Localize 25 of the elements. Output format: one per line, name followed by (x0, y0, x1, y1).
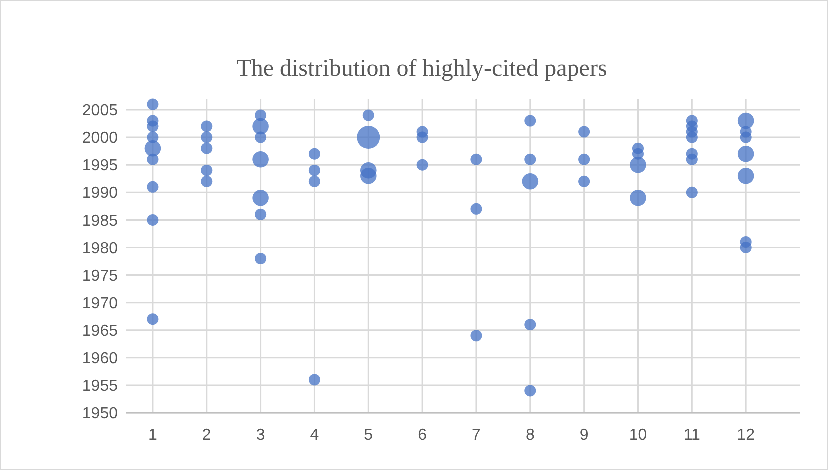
x-tick-label: 5 (364, 427, 374, 444)
y-tick-label: 2005 (82, 102, 118, 120)
x-tick-label: 7 (472, 427, 482, 444)
y-tick-label: 1965 (82, 322, 118, 340)
x-tick-label: 4 (310, 427, 320, 444)
x-tick-label: 12 (737, 427, 756, 444)
y-tick-label: 1975 (82, 268, 118, 285)
x-tick-label: 10 (629, 427, 648, 444)
x-tick-label: 9 (580, 427, 589, 444)
y-tick-label: 1980 (82, 240, 118, 258)
y-tick-label: 1995 (82, 158, 118, 175)
y-tick-label: 1950 (82, 406, 118, 423)
y-tick-label: 1955 (82, 378, 118, 396)
x-tick-label: 11 (684, 427, 701, 444)
y-tick-label: 1985 (82, 212, 118, 230)
y-tick-label: 1990 (82, 185, 118, 202)
y-tick-label: 1970 (82, 295, 118, 312)
y-tick-label: 2000 (82, 130, 118, 148)
y-tick-label: 1960 (82, 350, 118, 368)
chart-title: The distribution of highly-cited papers (236, 56, 608, 82)
x-tick-label: 3 (256, 427, 266, 444)
x-tick-label: 8 (526, 427, 535, 444)
x-tick-label: 1 (148, 427, 158, 444)
x-tick-label: 6 (418, 427, 428, 444)
x-tick-label: 2 (202, 427, 212, 444)
